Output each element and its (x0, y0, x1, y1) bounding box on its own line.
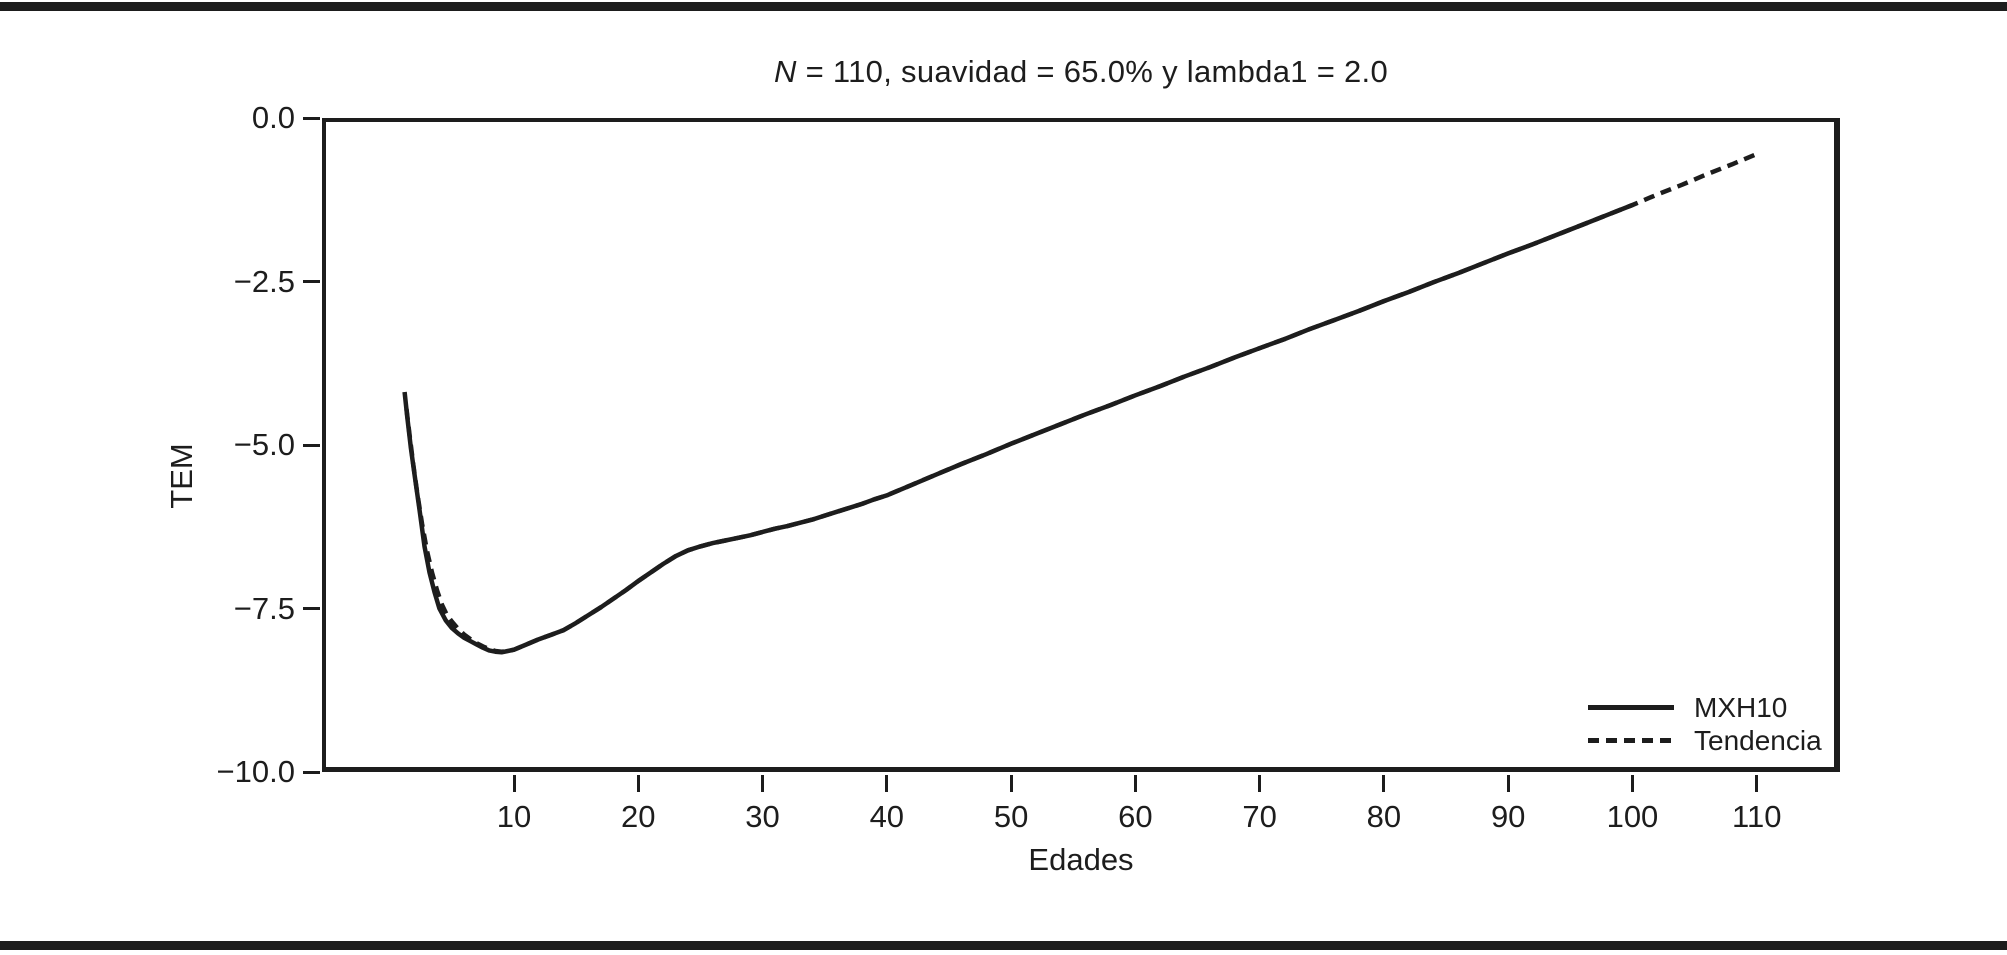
curves-svg (402, 151, 1758, 655)
x-tick-label: 50 (993, 799, 1029, 834)
y-tick-label: −2.5 (233, 263, 295, 299)
y-tick-label: −7.5 (233, 590, 295, 626)
x-axis-tick (1755, 775, 1759, 792)
plot-box (322, 118, 1840, 772)
chart-title-variable: N (773, 54, 797, 89)
x-tick-label: 20 (621, 799, 656, 834)
x-axis-tick (1009, 775, 1013, 792)
y-axis-tick (303, 607, 320, 610)
x-tick-label: 40 (869, 799, 905, 834)
legend-swatch-mxh10-solid-line (1588, 705, 1674, 710)
x-axis-tick (1506, 775, 1510, 792)
x-tick-label: 10 (496, 799, 532, 834)
legend-label-tendencia: Tendencia (1694, 725, 1822, 756)
y-axis-tick (303, 770, 320, 774)
x-tick-label: 30 (745, 799, 780, 834)
y-tick-label: −5.0 (233, 427, 295, 462)
y-axis-tick (303, 443, 320, 447)
x-axis-tick (512, 775, 516, 792)
x-axis-tick (1258, 775, 1262, 792)
chart-title-text: = 110, suavidad = 65.0% y lambda1 = 2.0 (796, 54, 1389, 89)
x-axis-tick (885, 775, 889, 792)
x-tick-label: 70 (1242, 799, 1277, 834)
x-axis-tick (636, 775, 640, 792)
y-tick-label: −10.0 (216, 754, 295, 789)
x-axis-tick (1133, 775, 1137, 792)
chart-title: N = 110, suavidad = 65.0% y lambda1 = 2.… (322, 54, 1840, 90)
x-tick-label: 90 (1490, 799, 1526, 834)
x-tick-label: 110 (1732, 799, 1782, 834)
y-axis-tick (303, 280, 320, 283)
legend-label-mxh10: MXH10 (1694, 692, 1788, 723)
x-tick-label: 80 (1366, 799, 1402, 834)
x-tick-label: 100 (1606, 799, 1659, 834)
top-page-rule (0, 2, 2007, 11)
legend-swatch-tendencia-dashed-line (1588, 738, 1674, 743)
series-line-mxh10 (402, 202, 1634, 655)
bottom-page-rule (0, 941, 2007, 950)
y-tick-label: 0.0 (251, 100, 295, 135)
x-axis-tick (1382, 775, 1386, 792)
x-tick-label: 60 (1118, 799, 1153, 834)
y-axis-tick (303, 116, 320, 120)
x-axis-tick (761, 775, 765, 792)
y-axis-title: TEM (164, 443, 199, 509)
x-axis-tick (1630, 775, 1634, 792)
series-line-tendencia (404, 151, 1758, 654)
x-axis-title: Edades (1028, 842, 1134, 877)
